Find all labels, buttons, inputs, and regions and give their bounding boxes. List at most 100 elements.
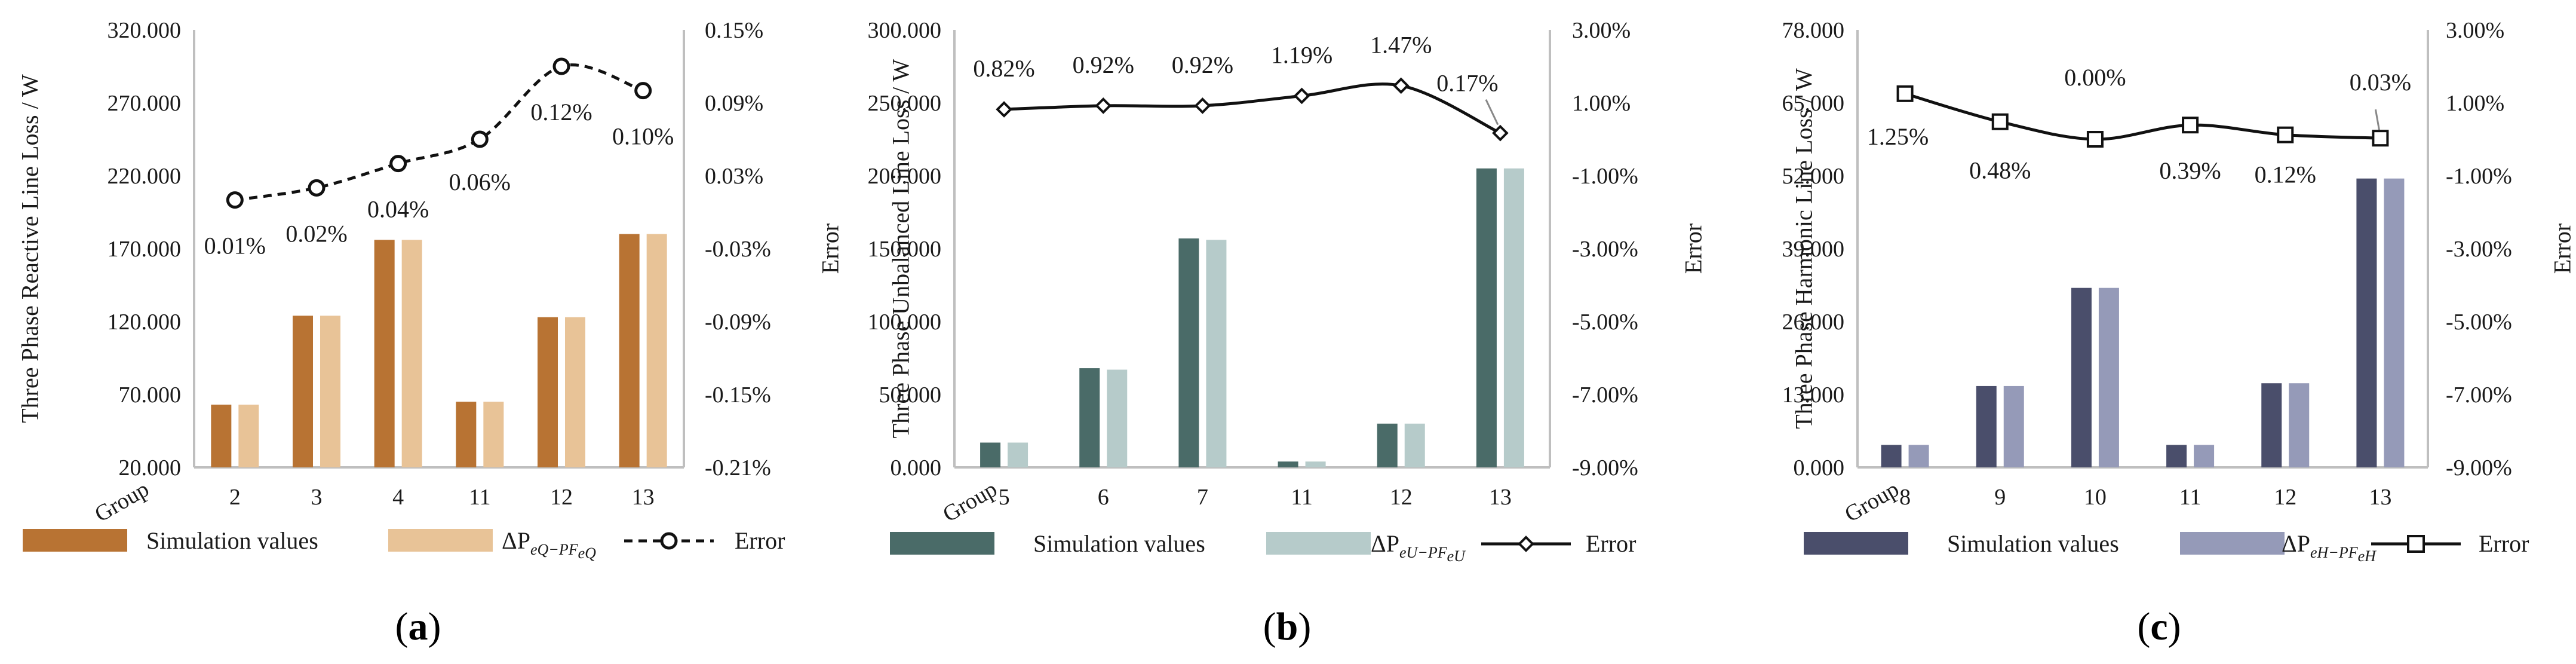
y-tick-label: 220.000 — [108, 164, 182, 189]
legend-label-simulation: Simulation values — [1033, 530, 1205, 557]
y-tick-label: 20.000 — [119, 455, 182, 481]
chart-panel-b: 0.000 50.000 100.000 150.000 200.000 250.000 3… — [868, 18, 1707, 648]
bar-simulation-12 — [2261, 383, 2282, 467]
x-tick-label: 11 — [2179, 485, 2202, 510]
x-tick-label: 8 — [1899, 485, 1911, 510]
y-tick-label: 150.000 — [868, 237, 942, 262]
bar-simulation-10 — [2071, 287, 2092, 467]
bar-simulation-12 — [538, 317, 558, 467]
bar-reference-13 — [2384, 178, 2405, 467]
y2-tick-label: -0.15% — [705, 383, 771, 408]
x-tick-label: 12 — [1390, 485, 1413, 510]
bar-reference-13 — [1503, 168, 1524, 467]
y-tick-label: 52.000 — [1782, 164, 1845, 189]
error-label-4: 0.04% — [367, 196, 429, 223]
bar-reference-10 — [2098, 287, 2119, 467]
y2-tick-label: 0.03% — [705, 164, 763, 189]
chart-panel-c: 0.000 13.000 26.000 39.000 52.000 65.000 78.00… — [1782, 18, 2576, 648]
error-marker-11 — [1293, 87, 1310, 105]
error-label-12: 0.12% — [2255, 161, 2316, 188]
x-tick-label: 13 — [2369, 485, 2391, 510]
y2-tick-label: 1.00% — [1572, 91, 1631, 116]
y-axis-title: Three Phase Unbalanced Line Loss / W — [888, 59, 914, 438]
error-label-leader — [2374, 109, 2380, 130]
bar-simulation-4 — [374, 240, 395, 467]
error-marker-4 — [389, 155, 407, 173]
bar-simulation-13 — [1476, 168, 1497, 467]
x-tick-label: 2 — [229, 485, 241, 510]
y2-tick-label: -1.00% — [1572, 164, 1638, 189]
legend: Simulation values ΔPeQ−PFeQ Error — [23, 527, 785, 562]
y2-tick-label: -7.00% — [2446, 383, 2512, 408]
x-axis-title: Group — [938, 476, 1001, 527]
legend: Simulation values ΔPeH−PFeH Error — [1804, 530, 2529, 565]
bar-simulation-11 — [2166, 445, 2187, 467]
legend-label-reference: ΔPeH−PFeH — [2282, 530, 2377, 565]
bar-reference-12 — [1404, 423, 1425, 467]
bar-reference-13 — [646, 234, 667, 467]
bar-reference-12 — [2289, 383, 2310, 467]
error-label-7: 0.92% — [1172, 51, 1233, 78]
panel-caption: (c) — [2137, 605, 2181, 648]
x-tick-label: 10 — [2084, 485, 2107, 510]
legend-label-error: Error — [2479, 530, 2529, 557]
y2-tick-label: -3.00% — [2446, 237, 2512, 262]
x-tick-label: 12 — [550, 485, 573, 510]
legend-error-marker — [1518, 536, 1534, 552]
y-tick-label: 50.000 — [879, 383, 942, 408]
error-marker-3 — [308, 179, 326, 197]
error-label-13: 0.10% — [612, 123, 674, 150]
y-tick-label: 26.000 — [1782, 310, 1845, 335]
error-label-8: 1.25% — [1867, 123, 1929, 150]
bar-simulation-11 — [1278, 461, 1298, 467]
legend-swatch-simulation — [23, 529, 127, 552]
x-tick-label: 13 — [632, 485, 655, 510]
legend-label-simulation: Simulation values — [1947, 530, 2119, 557]
x-tick-label: 11 — [1291, 485, 1313, 510]
y2-tick-label: -1.00% — [2446, 164, 2512, 189]
bar-reference-2 — [238, 405, 259, 467]
bar-reference-11 — [1305, 461, 1326, 467]
bar-reference-6 — [1107, 369, 1128, 467]
legend-swatch-reference — [1266, 532, 1371, 555]
y-axis-title: Three Phase Reactive Line Loss / W — [17, 74, 44, 423]
y-tick-label: 13.000 — [1782, 383, 1845, 408]
y2-tick-label: -5.00% — [1572, 310, 1638, 335]
bar-simulation-6 — [1079, 368, 1100, 467]
bar-reference-12 — [565, 317, 585, 467]
y2-tick-label: 3.00% — [2446, 18, 2504, 43]
y-tick-label: 320.000 — [108, 18, 182, 43]
error-label-5: 0.82% — [973, 55, 1034, 82]
bar-reference-11 — [483, 402, 504, 467]
error-marker-2 — [226, 191, 244, 209]
bar-simulation-13 — [2356, 178, 2377, 467]
error-label-10: 0.00% — [2064, 64, 2126, 91]
bar-simulation-2 — [211, 405, 232, 467]
y2-tick-label: 3.00% — [1572, 18, 1631, 43]
error-marker-6 — [1095, 97, 1112, 114]
y-tick-label: 78.000 — [1782, 18, 1845, 43]
bar-simulation-3 — [293, 316, 313, 467]
bar-reference-4 — [401, 240, 422, 467]
x-tick-label: 7 — [1197, 485, 1208, 510]
error-label-11: 0.39% — [2159, 157, 2221, 184]
error-label-12: 1.47% — [1370, 31, 1432, 58]
bar-simulation-5 — [980, 442, 1001, 467]
legend-label-error: Error — [735, 527, 785, 554]
error-marker-11 — [471, 130, 489, 148]
legend: Simulation values ΔPeU−PFeU Error — [890, 530, 1636, 565]
error-label-11: 0.06% — [449, 169, 511, 195]
bar-simulation-7 — [1178, 238, 1199, 467]
y-tick-label: 120.000 — [108, 310, 182, 335]
x-tick-label: 12 — [2274, 485, 2296, 510]
error-marker-13 — [1492, 124, 1509, 142]
y2-axis-title: Error — [817, 224, 844, 274]
bar-simulation-8 — [1881, 445, 1902, 467]
x-axis-title: Group — [1840, 476, 1903, 527]
legend-swatch-reference — [388, 529, 493, 552]
y2-tick-label: -0.03% — [705, 237, 771, 262]
x-tick-label: 6 — [1098, 485, 1109, 510]
error-marker-13 — [2372, 130, 2389, 147]
error-line — [1003, 82, 1501, 134]
